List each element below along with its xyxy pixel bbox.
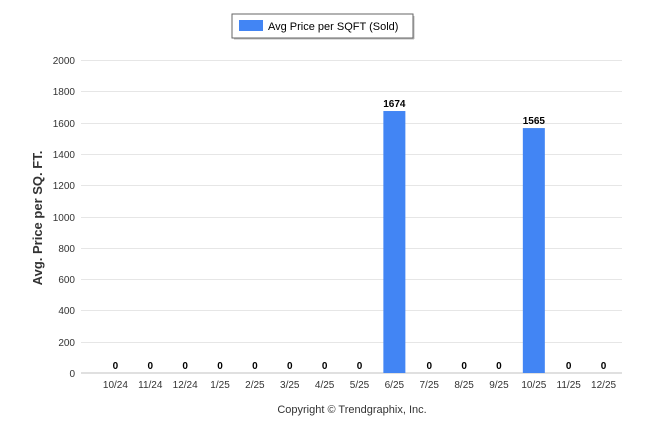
data-label: 0 <box>252 361 258 372</box>
data-label: 0 <box>217 361 223 372</box>
bar <box>383 111 406 374</box>
x-tick-label: 11/25 <box>557 380 582 391</box>
data-label: 0 <box>461 361 467 372</box>
data-label: 0 <box>322 361 328 372</box>
legend-label: Avg Price per SQFT (Sold) <box>268 21 398 33</box>
y-tick-label: 1800 <box>53 87 76 98</box>
bar <box>522 128 545 373</box>
legend-swatch <box>239 20 263 31</box>
y-tick-label: 1000 <box>53 213 76 224</box>
y-axis-ticks: 0 200 400 600 800 1000 1200 1400 1600 1800 2000 <box>53 56 76 380</box>
data-label: 0 <box>601 361 607 372</box>
copyright-text: Copyright © Trendgraphix, Inc. <box>277 404 426 416</box>
x-tick-label: 12/24 <box>173 380 198 391</box>
data-label: 0 <box>566 361 572 372</box>
x-tick-label: 3/25 <box>280 380 300 391</box>
x-tick-label: 4/25 <box>315 380 335 391</box>
bars <box>383 111 545 374</box>
x-tick-label: 8/25 <box>454 380 474 391</box>
data-label: 0 <box>113 361 119 372</box>
x-tick-label: 7/25 <box>419 380 439 391</box>
x-tick-label: 5/25 <box>350 380 370 391</box>
x-tick-label: 12/25 <box>591 380 616 391</box>
y-tick-label: 1600 <box>53 119 76 130</box>
y-tick-label: 2000 <box>53 56 76 67</box>
x-tick-label: 10/24 <box>103 380 128 391</box>
data-labels: 0 0 0 0 0 0 0 0 1674 0 0 0 1565 0 0 <box>113 99 607 372</box>
x-tick-label: 9/25 <box>489 380 509 391</box>
data-label: 0 <box>148 361 154 372</box>
x-tick-label: 2/25 <box>245 380 265 391</box>
legend: Avg Price per SQFT (Sold) <box>231 13 415 40</box>
y-tick-label: 1200 <box>53 181 76 192</box>
x-tick-label: 1/25 <box>210 380 230 391</box>
x-tick-label: 11/24 <box>138 380 163 391</box>
data-label: 0 <box>182 361 188 372</box>
y-tick-label: 200 <box>58 338 75 349</box>
y-tick-label: 800 <box>58 244 75 255</box>
x-tick-label: 10/25 <box>521 380 546 391</box>
y-tick-label: 400 <box>58 306 75 317</box>
data-label: 1565 <box>523 116 546 127</box>
x-tick-label: 6/25 <box>385 380 405 391</box>
data-label: 0 <box>426 361 432 372</box>
y-tick-label: 600 <box>58 275 75 286</box>
y-tick-label: 1400 <box>53 150 76 161</box>
y-tick-label: 0 <box>69 369 75 380</box>
data-label: 0 <box>287 361 293 372</box>
y-axis-title: Avg. Price per SQ. FT. <box>30 151 45 286</box>
data-label: 0 <box>357 361 363 372</box>
x-axis-ticks: 10/24 11/24 12/24 1/25 2/25 3/25 4/25 5/25 6/25 7… <box>103 380 617 391</box>
data-label: 1674 <box>383 99 406 110</box>
data-label: 0 <box>496 361 502 372</box>
